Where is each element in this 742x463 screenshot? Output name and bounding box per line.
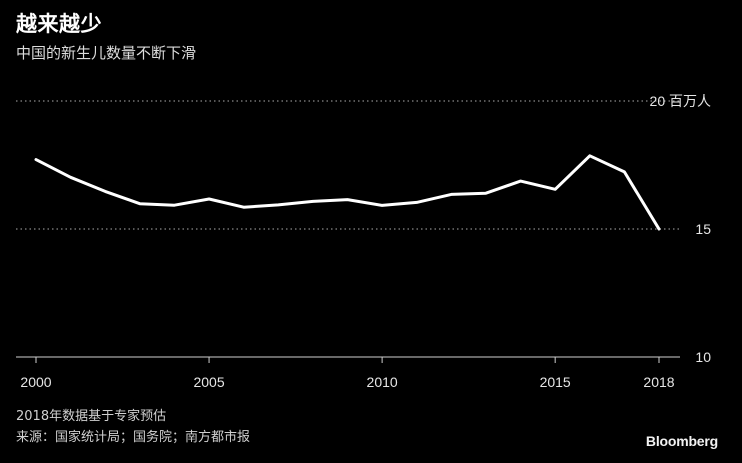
x-tick-label-2018: 2018 — [643, 374, 674, 390]
x-tick-label-2015: 2015 — [540, 374, 571, 390]
x-tick-label-2010: 2010 — [367, 374, 398, 390]
chart-subtitle: 中国的新生儿数量不断下滑 — [16, 44, 197, 62]
series-line-0 — [34, 154, 661, 231]
chart-title: 越来越少 — [16, 12, 102, 36]
x-tick-label-2000: 2000 — [20, 374, 51, 390]
y-tick-label-10: 10 — [695, 349, 711, 365]
x-tick-label-2005: 2005 — [193, 374, 224, 390]
y-tick-label-20: 20 百万人 — [650, 93, 711, 109]
estimate-note: 2018年数据基于专家预估 — [16, 409, 167, 424]
bloomberg-logo: Bloomberg — [645, 433, 718, 449]
y-tick-label-15: 15 — [695, 221, 711, 237]
source-note: 来源：国家统计局；国务院；南方都市报 — [16, 430, 251, 445]
